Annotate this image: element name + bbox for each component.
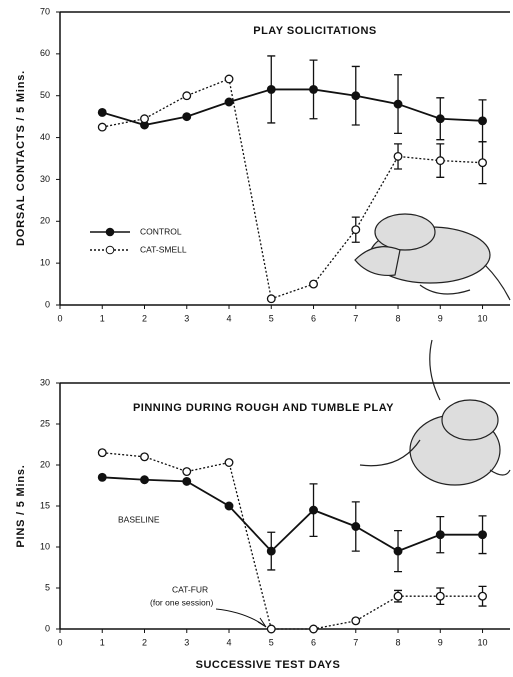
y-tick-label: 30	[40, 377, 50, 387]
data-point	[478, 591, 487, 601]
data-point	[224, 97, 234, 107]
y-tick-label: 10	[40, 258, 50, 268]
x-tick-label: 4	[227, 637, 232, 647]
data-point	[309, 624, 318, 634]
y-tick-label: 30	[40, 174, 50, 184]
data-point	[309, 84, 318, 94]
data-point	[478, 530, 487, 540]
data-line	[102, 452, 483, 630]
y-tick-label: 70	[40, 6, 50, 16]
x-tick-label: 0	[57, 637, 62, 647]
data-point	[435, 591, 445, 601]
chart-title: PLAY SOLICITATIONS	[253, 25, 377, 37]
y-tick-label: 15	[40, 500, 50, 510]
data-point	[351, 522, 361, 531]
annotation-arrow	[215, 608, 266, 627]
x-tick-label: 10	[478, 637, 488, 647]
x-tick-label: 7	[353, 313, 358, 323]
x-tick-label: 3	[184, 637, 189, 647]
data-point	[266, 546, 276, 556]
data-point	[309, 505, 318, 515]
data-point	[435, 156, 445, 166]
data-point	[351, 225, 361, 235]
data-point	[266, 624, 276, 634]
rat-illustration	[359, 339, 511, 486]
x-tick-label: 9	[438, 637, 443, 647]
y-tick-label: 10	[40, 541, 50, 551]
annotation: (for one session)	[150, 597, 213, 607]
data-line	[102, 476, 483, 553]
x-tick-label: 6	[311, 637, 316, 647]
legend-marker	[105, 227, 115, 237]
data-point	[182, 476, 192, 486]
legend-marker	[105, 245, 115, 255]
data-point	[224, 501, 234, 511]
rat-illustration	[354, 213, 511, 301]
data-point	[97, 122, 107, 132]
x-tick-label: 2	[142, 313, 147, 323]
data-point	[435, 530, 445, 540]
data-line	[101, 88, 483, 126]
data-point	[97, 108, 107, 117]
data-point	[266, 294, 276, 304]
data-point	[393, 151, 403, 161]
data-point	[182, 112, 192, 122]
data-point	[224, 458, 234, 467]
x-tick-label: 7	[353, 637, 358, 647]
data-point	[224, 74, 234, 84]
x-tick-label: 0	[57, 313, 62, 323]
annotation: CAT-FUR	[172, 584, 208, 594]
data-point	[140, 452, 149, 462]
y-tick-label: 50	[40, 90, 50, 100]
x-axis-label: SUCCESSIVE TEST DAYS	[196, 659, 341, 671]
y-tick-label: 40	[40, 132, 50, 142]
x-tick-label: 1	[100, 637, 105, 647]
x-tick-label: 8	[396, 313, 401, 323]
data-point	[309, 279, 318, 289]
x-tick-label: 9	[438, 313, 443, 323]
data-point	[266, 84, 276, 94]
x-tick-label: 6	[311, 313, 316, 323]
y-tick-label: 0	[45, 623, 50, 633]
annotation-arrow	[257, 617, 267, 628]
legend-label: CONTROL	[140, 226, 182, 236]
x-tick-label: 5	[269, 313, 274, 323]
x-tick-label: 5	[269, 637, 274, 647]
data-point	[393, 99, 403, 109]
data-point	[182, 467, 192, 477]
chart-title: PINNING DURING ROUGH AND TUMBLE PLAY	[132, 402, 394, 414]
x-tick-label: 3	[184, 313, 189, 323]
x-tick-label: 1	[100, 313, 105, 323]
data-point	[478, 116, 487, 126]
data-point	[393, 546, 403, 556]
y-tick-label: 5	[45, 582, 50, 592]
x-tick-label: 2	[142, 637, 147, 647]
y-tick-label: 25	[40, 418, 50, 428]
data-point	[393, 591, 403, 601]
y-tick-label: 20	[40, 459, 50, 469]
data-point	[97, 448, 107, 458]
y-tick-label: 20	[40, 216, 50, 226]
y-tick-label: 0	[45, 299, 50, 309]
x-tick-label: 4	[227, 313, 232, 323]
x-tick-label: 10	[478, 313, 488, 323]
data-point	[351, 91, 361, 101]
data-point	[140, 475, 149, 485]
data-point	[182, 91, 192, 101]
y-tick-label: 60	[40, 48, 50, 58]
legend-label: CAT-SMELL	[140, 244, 187, 254]
x-tick-label: 8	[396, 637, 401, 647]
y-axis-label: PINS / 5 Mins.	[15, 464, 27, 547]
data-point	[97, 472, 107, 482]
annotation: BASELINE	[118, 514, 160, 524]
data-point	[478, 158, 487, 168]
y-axis-label: DORSAL CONTACTS / 5 Mins.	[15, 70, 27, 246]
data-point	[435, 114, 445, 124]
data-point	[351, 616, 361, 626]
data-point	[140, 114, 149, 124]
